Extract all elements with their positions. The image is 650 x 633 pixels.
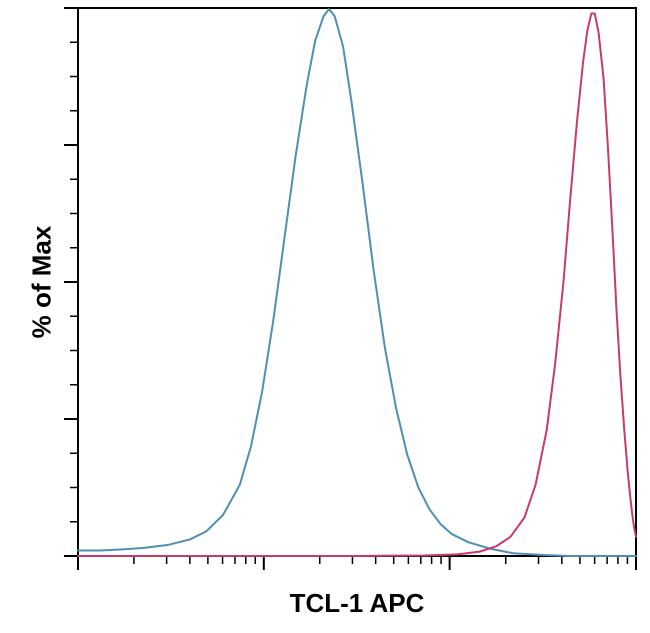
histogram-plot bbox=[0, 0, 650, 633]
x-axis-label: TCL-1 APC bbox=[290, 588, 425, 619]
y-axis-label: % of Max bbox=[27, 226, 58, 339]
chart-container: % of Max TCL-1 APC bbox=[0, 0, 650, 633]
